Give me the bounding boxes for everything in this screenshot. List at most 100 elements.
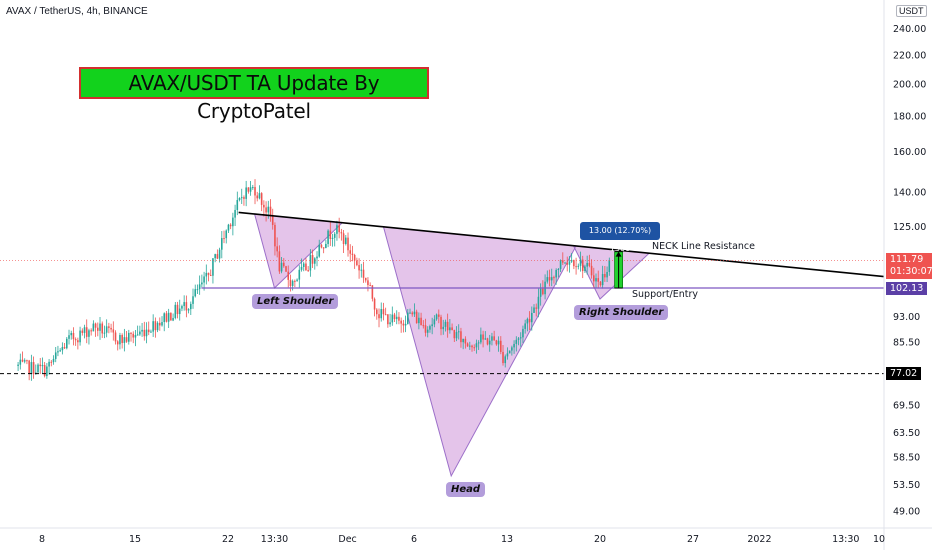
candle-body [249,187,252,192]
candle-body [97,327,99,331]
candle-body [298,269,301,280]
candle-body [223,238,225,240]
candle-body [513,343,515,348]
time-tick-label: 13:30 [261,534,288,545]
candle-body [451,327,453,331]
candle-body [411,312,414,315]
measure-label: 13.00 (12.70%) 1300 [580,222,660,253]
candle-body [373,298,376,310]
candle-body [528,318,531,323]
candle-body [139,331,141,335]
candle-body [92,323,95,332]
candle-body [336,225,338,234]
candle-body [597,278,600,282]
candle-body [387,314,389,325]
candle-body [480,334,482,343]
left-shoulder-shape [253,213,344,289]
price-tick-label: 240.00 [893,24,926,35]
candle-body [340,232,343,234]
candle-body [265,207,267,213]
candle-body [112,329,115,333]
candle-body [433,319,436,325]
price-tick-label: 85.50 [893,337,920,348]
candle-body [252,187,254,189]
candle-body [194,289,197,297]
candle-body [564,262,566,264]
candle-body [382,309,385,315]
candle-body [356,260,358,266]
candle-body [508,350,511,354]
candle-body [495,340,498,345]
candle-body [493,336,495,341]
candle-body [539,288,542,297]
candle-body [360,269,363,271]
candle-body [581,259,584,272]
candle-body [52,358,55,363]
candle-body [367,280,369,286]
candle-body [593,275,595,282]
candle-body [285,266,287,272]
candle-body [469,345,471,347]
candle-body [294,280,296,282]
candle-body [174,304,177,318]
candle-body [116,341,119,345]
candle-body [128,332,130,342]
candle-body [422,325,425,327]
candle-body [212,258,214,276]
time-tick-label: 6 [411,534,417,545]
time-tick-label: Dec [338,534,356,545]
price-scale-unit[interactable]: USDT [896,5,927,17]
candle-body [402,323,405,326]
price-tick-label: 180.00 [893,111,926,122]
candle-body [207,272,210,275]
candle-body [203,276,205,283]
candle-body [475,343,478,348]
candle-body [311,255,314,264]
analysis-banner: AVAX/USDT TA Update By CryptoPatel [79,67,429,123]
candle-body [136,334,139,336]
price-tick-label: 53.50 [893,480,920,491]
candle-body [608,260,611,272]
candle-body [39,364,42,367]
candle-body [526,318,529,324]
candle-body [105,326,108,333]
candle-body [57,351,59,353]
right-shoulder-label: Right Shoulder [574,305,669,320]
candle-body [289,279,292,286]
candle-body [225,230,228,239]
current-price-badge: 111.79 01:30:07 [886,253,932,279]
candle-body [163,313,166,323]
candle-body [50,361,53,363]
time-tick-label: 27 [687,534,699,545]
candle-body [152,321,154,332]
candle-body [271,215,274,225]
candle-body [258,193,261,199]
candle-body [570,260,573,262]
candle-body [121,334,123,343]
candle-body [108,326,110,328]
price-tick-label: 220.00 [893,51,926,62]
candle-body [535,307,538,309]
candle-body [190,303,192,310]
candle-body [325,244,327,248]
price-axis: 49.00 53.50 58.50 63.50 69.50 85.50 93.00 125.0… [883,0,926,550]
candle-body [453,330,456,339]
candle-body [435,314,438,320]
candle-body [429,326,431,330]
candle-body [236,199,239,210]
candle-body [37,364,39,373]
candle-body [329,230,332,239]
candle-body [440,316,442,330]
candle-body [161,322,163,326]
candle-body [232,217,234,227]
candle-body [274,224,276,247]
candle-body [506,353,509,357]
candle-body [79,330,81,343]
candle-body [209,274,212,276]
candle-body [524,323,526,329]
candle-body [415,311,418,324]
neckline [238,211,885,278]
candle-body [54,352,57,359]
candle-body [559,260,562,269]
